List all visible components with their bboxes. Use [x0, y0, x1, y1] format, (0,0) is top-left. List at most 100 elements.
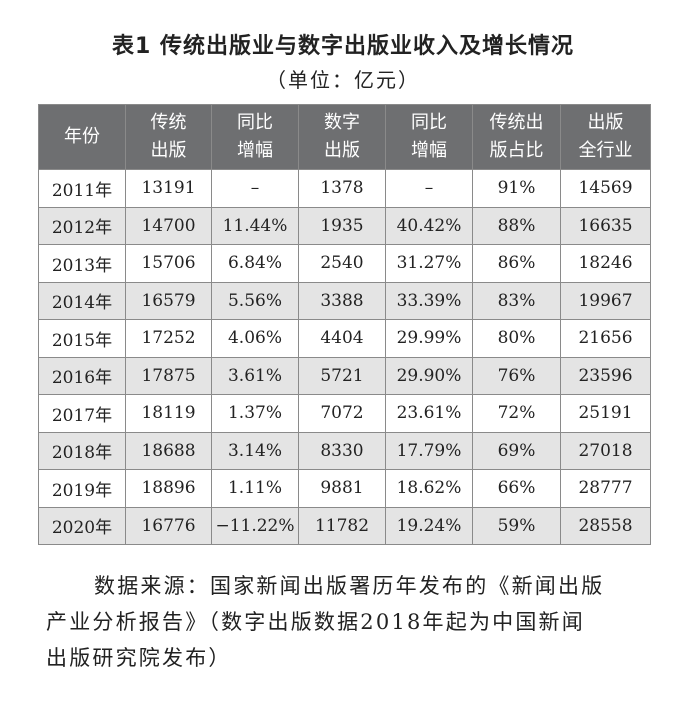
table-cell: 3.14%: [211, 431, 299, 470]
table-cell: 2011年: [38, 169, 126, 208]
table-cell: 2015年: [38, 319, 126, 358]
table-cell: 2018年: [38, 431, 126, 470]
table-cell: 21656: [560, 319, 651, 358]
table-cell: 3.61%: [211, 356, 299, 395]
header-line: 同比: [411, 112, 447, 133]
column-header: 出版 全行业: [560, 104, 651, 170]
table-cell: 83%: [472, 281, 561, 320]
table-cell: 16776: [125, 506, 212, 545]
header-line: 出版: [324, 140, 360, 161]
table-cell: 18896: [125, 469, 212, 508]
table-cell: 91%: [472, 169, 561, 208]
table-cell: 18119: [125, 394, 212, 433]
table-cell: 18.62%: [385, 469, 473, 508]
table-row: 2014年 16579 5.56% 3388 33.39% 83% 19967: [38, 281, 651, 320]
header-line: 增幅: [411, 140, 447, 161]
table-cell: 69%: [472, 431, 561, 470]
table-row: 2011年 13191–1378–91% 14569: [38, 169, 651, 208]
table-cell: 19.24%: [385, 506, 473, 545]
table-row: 2013年 15706 6.84% 2540 31.27% 86% 18246: [38, 244, 651, 283]
source-note: 数据来源：国家新闻出版署历年发布的《新闻出版 产业分析报告》（数字出版数据2018…: [46, 568, 646, 676]
header-line: 版占比: [489, 140, 544, 161]
table-cell: 2017年: [38, 394, 126, 433]
table-cell: 59%: [472, 506, 561, 545]
table-cell: 31.27%: [385, 244, 473, 283]
table-cell: 17.79%: [385, 431, 473, 470]
table-cell: 2016年: [38, 356, 126, 395]
header-line: 出版: [587, 112, 624, 133]
data-table: 年份 传统 出版 同比 增幅 数字 出版 同比 增幅 传统出 版占比 出版 全行业 2011年 13191…: [38, 104, 651, 545]
table-cell: 28777: [560, 469, 651, 508]
table-cell: 16579: [125, 281, 212, 320]
note-line: 出版研究院发布）: [46, 646, 232, 670]
table-body: 2011年 13191–1378–91% 14569 2012年 14700 11.44%…: [38, 169, 651, 545]
table-row: 2017年 18119 1.37% 7072 23.61% 72% 25191: [38, 394, 651, 433]
column-header: 数字 出版: [298, 104, 386, 170]
table-cell: 2012年: [38, 206, 126, 245]
table-cell: 25191: [560, 394, 651, 433]
table-cell: 14569: [560, 169, 651, 208]
table-cell: 19967: [560, 281, 651, 320]
table-cell: 18246: [560, 244, 651, 283]
table-cell: 88%: [472, 206, 561, 245]
table-cell: 8330: [298, 431, 386, 470]
table-cell: 9881: [298, 469, 386, 508]
table-cell: 17252: [125, 319, 212, 358]
table-cell: 27018: [560, 431, 651, 470]
table-row: 2015年 17252 4.06% 4404 29.99% 80% 21656: [38, 319, 651, 358]
table-cell: −11.22%: [211, 506, 299, 545]
table-cell: 86%: [472, 244, 561, 283]
column-header: 年份: [38, 104, 126, 170]
header-line: 同比: [237, 112, 273, 133]
table-cell: 23596: [560, 356, 651, 395]
table-cell: 66%: [472, 469, 561, 508]
table-cell: 28558: [560, 506, 651, 545]
table-cell: 7072: [298, 394, 386, 433]
table-cell: 18688: [125, 431, 212, 470]
table-cell: 1.37%: [211, 394, 299, 433]
table-row: 2018年 18688 3.14% 8330 17.79% 69% 27018: [38, 431, 651, 470]
table-cell: 2013年: [38, 244, 126, 283]
column-header: 同比 增幅: [385, 104, 473, 170]
table-cell: 23.61%: [385, 394, 473, 433]
header-line: 数字: [324, 112, 360, 133]
table-row: 2019年 18896 1.11% 9881 18.62% 66% 28777: [38, 469, 651, 508]
table-row: 2020年 16776 −11.22% 11782 19.24% 59% 28558: [38, 506, 651, 545]
column-header: 同比 增幅: [211, 104, 299, 170]
header-line: 传统: [150, 112, 187, 133]
table-cell: 11.44%: [211, 206, 299, 245]
table-cell: –: [385, 169, 473, 208]
header-line: 出版: [150, 140, 187, 161]
table-cell: 13191: [125, 169, 212, 208]
table-cell: 2540: [298, 244, 386, 283]
table-cell: 16635: [560, 206, 651, 245]
table-cell: 76%: [472, 356, 561, 395]
table-cell: 40.42%: [385, 206, 473, 245]
table-cell: 1935: [298, 206, 386, 245]
header-row: 年份 传统 出版 同比 增幅 数字 出版 同比 增幅 传统出 版占比 出版 全行业: [38, 104, 651, 170]
table-cell: 1.11%: [211, 469, 299, 508]
table-cell: 5721: [298, 356, 386, 395]
table-cell: 72%: [472, 394, 561, 433]
header-line: 增幅: [237, 140, 273, 161]
table-cell: 11782: [298, 506, 386, 545]
table-cell: 5.56%: [211, 281, 299, 320]
column-header: 传统 出版: [125, 104, 212, 170]
table-cell: 1378: [298, 169, 386, 208]
header-line: 全行业: [578, 140, 633, 161]
table-cell: 2019年: [38, 469, 126, 508]
table-cell: 29.90%: [385, 356, 473, 395]
table-cell: 17875: [125, 356, 212, 395]
table-row: 2016年 17875 3.61% 5721 29.90% 76% 23596: [38, 356, 651, 395]
column-header: 传统出 版占比: [472, 104, 561, 170]
table-row: 2012年 14700 11.44% 1935 40.42% 88% 16635: [38, 206, 651, 245]
header-line: 年份: [64, 126, 100, 147]
table-cell: 14700: [125, 206, 212, 245]
table-title: 表1 传统出版业与数字出版业收入及增长情况: [112, 34, 574, 59]
header-line: 传统出: [489, 112, 544, 133]
table-cell: 6.84%: [211, 244, 299, 283]
table-cell: 4404: [298, 319, 386, 358]
note-line: 产业分析报告》（数字出版数据2018年起为中国新闻: [46, 610, 585, 634]
table-cell: 3388: [298, 281, 386, 320]
